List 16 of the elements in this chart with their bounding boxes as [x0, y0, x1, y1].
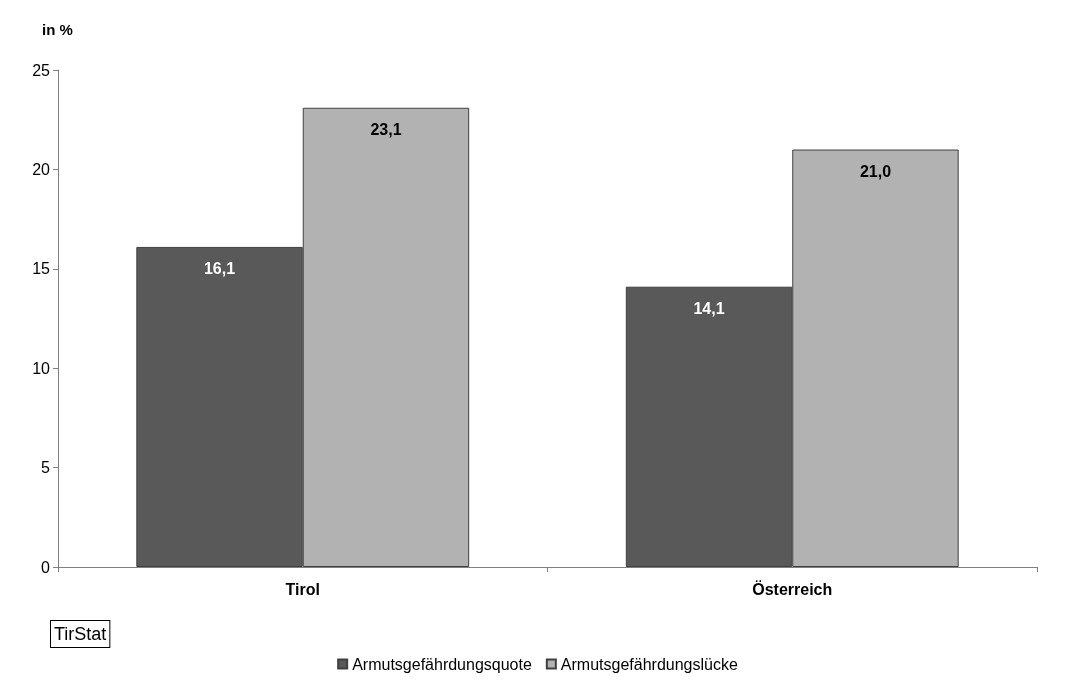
- y-axis-title: in %: [42, 21, 73, 38]
- y-tick-label: 15: [32, 260, 51, 278]
- x-tick-label: Tirol: [285, 580, 320, 598]
- y-tick-label: 0: [41, 558, 51, 576]
- x-tick-label: Österreich: [752, 579, 833, 598]
- y-tick-label: 10: [32, 359, 51, 377]
- data-label: 14,1: [693, 300, 725, 318]
- text: TirStat: [54, 624, 107, 644]
- data-label: 16,1: [203, 260, 236, 278]
- legend-label: Armutsgefährdungslücke: [560, 655, 738, 673]
- data-label: 21,0: [859, 163, 892, 181]
- y-tick-label: 25: [32, 61, 51, 79]
- legend-label: Armutsgefährdungsquote: [352, 655, 532, 673]
- y-tick-label: 20: [32, 160, 51, 178]
- data-label: 23,1: [370, 121, 402, 139]
- y-tick-label: 5: [41, 459, 51, 477]
